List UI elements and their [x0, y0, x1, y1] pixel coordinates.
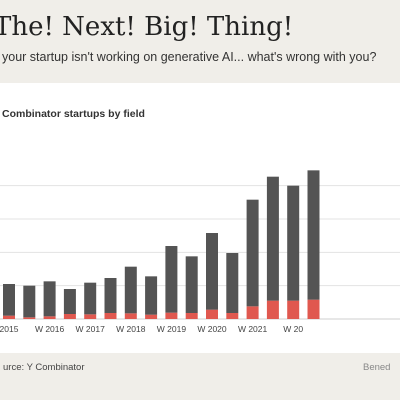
bar-segment-red — [23, 317, 36, 319]
x-tick-label: W 2020 — [197, 324, 227, 334]
bar-segment-red — [287, 300, 300, 319]
bar-segment-gray — [23, 285, 36, 318]
bar-segment-gray — [246, 199, 259, 307]
bar-segment-gray — [165, 246, 178, 313]
bar-segment-red — [63, 314, 76, 319]
bar-segment-gray — [307, 170, 320, 300]
bar-segment-red — [307, 299, 320, 319]
bar-segment-red — [185, 313, 198, 319]
bar-segment-gray — [43, 281, 56, 317]
bar-segment-red — [84, 314, 97, 319]
bar-segment-gray — [3, 284, 15, 316]
page-subtitle: your startup isn't working on generative… — [2, 50, 377, 64]
bar-segment-gray — [63, 289, 76, 315]
bar-segment-gray — [287, 185, 300, 301]
chart-title: Combinator startups by field — [2, 108, 145, 120]
bar-segment-gray — [185, 256, 198, 314]
author-credit: Bened — [363, 362, 391, 373]
page-title: The! Next! Big! Thing! — [0, 12, 294, 42]
bar-segment-red — [43, 316, 56, 319]
x-tick-label: W 20 — [283, 324, 303, 334]
bar-segment-red — [226, 313, 239, 319]
bar-segment-gray — [84, 282, 97, 315]
bar-segment-red — [124, 313, 137, 319]
bar-segment-gray — [266, 176, 279, 301]
bar-segment-red — [165, 312, 178, 319]
source-note: urce: Y Combinator — [3, 362, 85, 373]
bar-segment-gray — [145, 276, 158, 315]
x-tick-label: W 2019 — [157, 324, 187, 334]
x-tick-label: W 2018 — [116, 324, 146, 334]
bar-segment-red — [3, 315, 15, 319]
x-tick-label: 2015 — [0, 324, 19, 334]
x-tick-label: W 2016 — [35, 324, 65, 334]
bar-segment-red — [145, 314, 158, 319]
stacked-bar-chart: 2015 W 2016 W 2017 W 2018 W 2019 W 2020 W 2021… — [0, 170, 400, 334]
bar-segment-gray — [124, 266, 137, 314]
bar-segment-gray — [226, 253, 239, 314]
bar-segment-gray — [206, 233, 218, 310]
bar-segment-red — [246, 306, 259, 319]
x-tick-label: W 2017 — [76, 324, 106, 334]
bar-segment-gray — [104, 278, 117, 314]
bar-segment-red — [206, 309, 218, 319]
bar-segment-red — [104, 313, 117, 319]
bar-segment-red — [266, 300, 279, 319]
x-tick-label: W 2021 — [238, 324, 268, 334]
